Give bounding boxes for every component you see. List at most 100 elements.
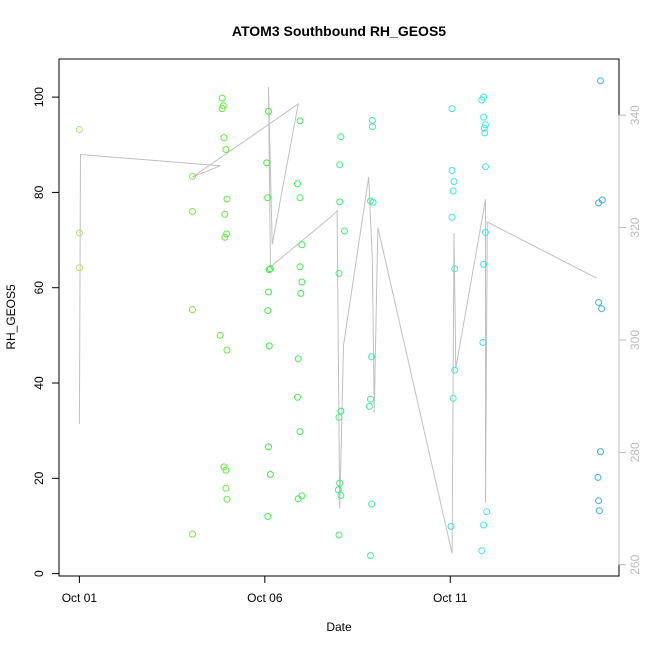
- x-axis: Oct 01 Oct 06 Oct 11: [62, 575, 468, 605]
- y2-tick-label: 320: [628, 217, 642, 237]
- data-point: [218, 105, 226, 113]
- data-point: [368, 500, 376, 508]
- data-point: [265, 443, 272, 451]
- data-point: [480, 113, 488, 121]
- data-point: [266, 265, 274, 273]
- x-tick-label: Oct 06: [247, 591, 283, 605]
- data-point: [479, 339, 487, 346]
- data-point: [598, 305, 606, 313]
- data-point: [336, 198, 344, 206]
- plot-frame: [58, 58, 620, 577]
- data-point: [296, 428, 304, 436]
- y-axis-label: RH_GEOS5: [4, 284, 18, 350]
- y-tick-label: 40: [32, 376, 46, 390]
- data-point: [222, 146, 230, 153]
- data-point: [335, 269, 343, 277]
- data-point: [298, 278, 306, 286]
- data-point: [265, 107, 272, 115]
- data-point: [597, 448, 604, 456]
- data-point: [264, 307, 272, 315]
- data-point: [449, 394, 457, 402]
- data-point: [189, 306, 196, 314]
- data-point: [294, 393, 301, 401]
- data-point: [337, 133, 345, 141]
- data-point: [483, 508, 491, 516]
- data-point: [482, 163, 489, 171]
- data-point: [75, 264, 83, 272]
- y-tick-label: 60: [32, 281, 46, 295]
- data-point: [480, 93, 488, 101]
- data-point: [449, 187, 457, 195]
- x-tick-label: Oct 01: [62, 591, 98, 605]
- data-point: [264, 512, 272, 520]
- y-tick-label: 100: [32, 87, 46, 107]
- data-point: [221, 233, 229, 241]
- data-point: [298, 241, 306, 249]
- data-point: [595, 299, 603, 306]
- data-point: [365, 402, 373, 410]
- data-point: [296, 117, 304, 125]
- data-point: [223, 230, 231, 238]
- data-point: [594, 473, 602, 481]
- data-point: [223, 495, 231, 503]
- y-axis: 0 20 40 60 80 100: [32, 87, 60, 577]
- x-tick-label: Oct 11: [433, 591, 468, 605]
- data-point: [189, 172, 196, 180]
- data-point: [482, 228, 489, 236]
- y2-tick-label: 260: [628, 554, 642, 574]
- data-point: [265, 266, 273, 274]
- data-point: [595, 199, 603, 207]
- data-point: [368, 117, 376, 124]
- data-point: [75, 229, 83, 237]
- data-point: [294, 180, 301, 188]
- data-point: [335, 413, 343, 421]
- data-point: [368, 123, 376, 131]
- data-point: [223, 195, 231, 203]
- secondary-series-line: [78, 87, 597, 554]
- data-point: [447, 522, 455, 530]
- data-point: [263, 159, 271, 167]
- data-point: [482, 121, 489, 129]
- data-point: [369, 198, 377, 206]
- data-point: [264, 194, 272, 202]
- data-point: [336, 161, 344, 169]
- data-point: [334, 486, 342, 494]
- data-point: [220, 134, 228, 142]
- data-point: [337, 407, 345, 415]
- data-point: [448, 105, 456, 113]
- data-point: [218, 94, 226, 102]
- data-point: [451, 366, 459, 374]
- data-points: [75, 77, 606, 559]
- data-point: [216, 331, 224, 339]
- data-point: [448, 213, 456, 221]
- data-point: [294, 495, 302, 503]
- chart-title: ATOM3 Southbound RH_GEOS5: [232, 23, 446, 39]
- data-point: [294, 355, 302, 363]
- data-point: [296, 263, 304, 271]
- data-point: [595, 497, 603, 505]
- data-point: [222, 484, 230, 492]
- x-axis-label: Date: [326, 620, 352, 634]
- y2-tick-label: 280: [628, 442, 642, 462]
- data-point: [189, 530, 196, 538]
- data-point: [337, 492, 345, 499]
- data-point: [448, 167, 456, 174]
- y-tick-label: 80: [32, 185, 46, 199]
- data-point: [75, 126, 83, 133]
- y-tick-label: 20: [32, 471, 46, 485]
- y2-tick-label: 300: [628, 330, 642, 350]
- data-point: [367, 395, 374, 403]
- data-point: [478, 547, 486, 555]
- y2-tick-label: 340: [628, 105, 642, 125]
- data-point: [296, 194, 304, 202]
- data-point: [450, 178, 458, 185]
- data-point: [336, 479, 344, 487]
- data-point: [265, 342, 273, 350]
- data-point: [368, 353, 376, 361]
- data-point: [480, 124, 488, 132]
- secondary-y-axis: 260 280 300 320 340: [618, 105, 642, 575]
- data-point: [222, 466, 230, 474]
- data-point: [265, 288, 272, 296]
- data-point: [597, 77, 604, 85]
